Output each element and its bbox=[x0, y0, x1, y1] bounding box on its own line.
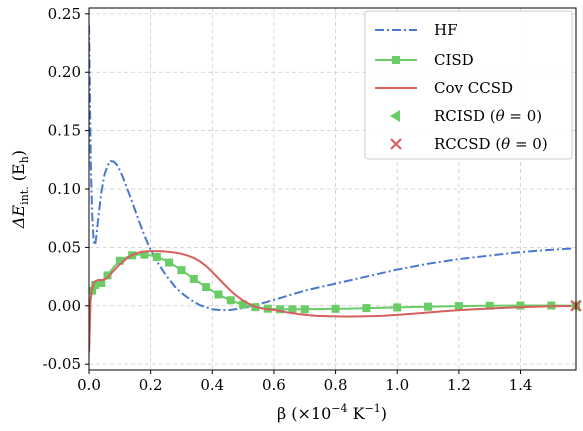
legend-cisd-marker bbox=[392, 56, 400, 64]
series-line-hf bbox=[89, 25, 573, 312]
x-tick-label: 0.8 bbox=[324, 376, 348, 394]
point-cisd bbox=[362, 304, 371, 313]
legend-covccsd-label: Cov CCSD bbox=[434, 79, 513, 97]
point-cisd bbox=[393, 303, 402, 312]
x-tick-label: 0.0 bbox=[77, 376, 101, 394]
point-cisd bbox=[91, 280, 100, 289]
y-tick-label: 0.15 bbox=[48, 122, 81, 140]
series-line-cov-ccsd bbox=[89, 250, 573, 353]
point-cisd bbox=[214, 290, 223, 299]
legend-rcisd-marker bbox=[390, 110, 400, 122]
point-cisd bbox=[300, 305, 309, 314]
point-cisd bbox=[97, 279, 106, 287]
point-cisd bbox=[165, 258, 174, 267]
x-tick-label: 0.6 bbox=[262, 376, 286, 394]
point-cisd bbox=[177, 266, 186, 275]
legend-rccsd-label: RCCSD (θ = 0) bbox=[434, 135, 548, 153]
legend-rccsd-marker bbox=[390, 138, 402, 150]
point-cisd bbox=[485, 301, 494, 310]
point-cisd bbox=[140, 250, 149, 259]
point-cisd bbox=[103, 271, 112, 280]
x-tick-label: 1.4 bbox=[509, 376, 533, 394]
x-axis-label: β (×10−4 K−1) bbox=[277, 402, 387, 423]
point-cisd bbox=[276, 305, 285, 314]
x-tick-label: 1.0 bbox=[385, 376, 409, 394]
y-axis-label: ΔEint. (Eh) bbox=[9, 150, 31, 229]
y-tick-label: -0.05 bbox=[43, 355, 81, 373]
y-tick-label: 0.20 bbox=[48, 63, 81, 81]
y-tick-label: 0.25 bbox=[48, 5, 81, 23]
point-cisd bbox=[454, 302, 463, 311]
point-cisd bbox=[152, 252, 161, 261]
y-tick-label: 0.05 bbox=[48, 238, 81, 256]
point-cisd bbox=[226, 296, 235, 305]
point-cisd bbox=[424, 302, 433, 311]
point-cisd bbox=[516, 301, 525, 310]
point-cisd bbox=[115, 256, 124, 265]
x-tick-label: 0.4 bbox=[200, 376, 224, 394]
x-tick-label: 1.2 bbox=[447, 376, 471, 394]
series-layer bbox=[89, 25, 576, 353]
point-cisd bbox=[288, 305, 297, 314]
axis-ticks: 0.0 0.2 0.4 0.6 0.8 1.0 1.2 1.4 -0.05 0.00 0.05 0.1… bbox=[43, 5, 533, 394]
y-tick-label: 0.00 bbox=[48, 297, 81, 315]
point-cisd bbox=[202, 283, 211, 292]
legend: HF CISD Cov CCSD RCISD (θ = 0) RCCSD (θ … bbox=[364, 10, 573, 160]
x-tick-label: 0.2 bbox=[139, 376, 163, 394]
point-cisd bbox=[331, 304, 340, 313]
legend-cisd-label: CISD bbox=[434, 51, 474, 69]
legend-box bbox=[364, 10, 573, 160]
point-cisd bbox=[239, 300, 248, 309]
point-cisd bbox=[189, 274, 198, 283]
legend-hf-label: HF bbox=[434, 21, 458, 39]
y-tick-label: 0.10 bbox=[48, 180, 81, 198]
legend-rcisd-label: RCISD (θ = 0) bbox=[434, 107, 542, 125]
